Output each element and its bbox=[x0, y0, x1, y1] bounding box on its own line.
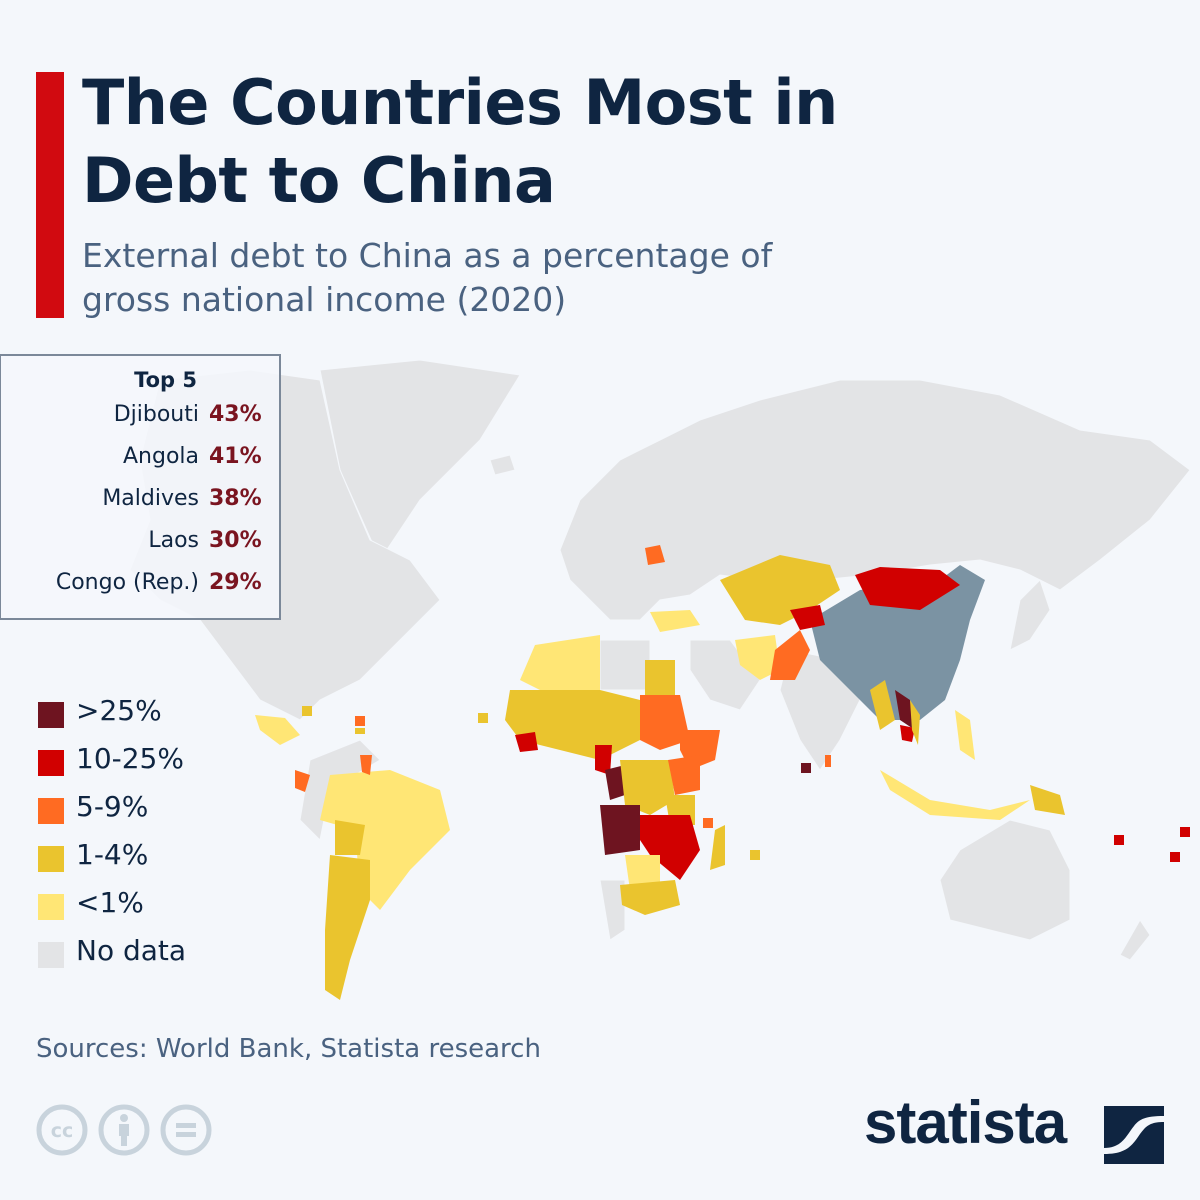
top5-value: 30% bbox=[209, 528, 262, 553]
top5-row: Congo (Rep.) 29% bbox=[56, 570, 265, 595]
top5-box: Top 5 Djibouti 43% Angola 41% Maldives 38% … bbox=[0, 354, 281, 620]
attribution-icon[interactable] bbox=[98, 1104, 150, 1156]
page-title: The Countries Most in Debt to China bbox=[82, 66, 838, 217]
top5-country: Djibouti bbox=[113, 402, 199, 427]
top5-country: Angola bbox=[122, 444, 199, 469]
world-map bbox=[129, 359, 1191, 1000]
svg-text:cc: cc bbox=[51, 1120, 74, 1142]
top5-row: Maldives 38% bbox=[102, 486, 265, 511]
legend-label: 1-4% bbox=[76, 838, 149, 871]
legend-label: <1% bbox=[76, 886, 144, 919]
legend-swatch bbox=[38, 750, 64, 776]
legend-swatch bbox=[38, 798, 64, 824]
legend-item: No data bbox=[36, 934, 256, 968]
top5-country: Maldives bbox=[102, 486, 199, 511]
cc-icon[interactable]: cc bbox=[36, 1104, 88, 1156]
no-derivatives-icon[interactable] bbox=[160, 1104, 212, 1156]
top5-country: Laos bbox=[148, 528, 199, 553]
legend-item: >25% bbox=[36, 694, 256, 728]
top5-row: Djibouti 43% bbox=[114, 402, 265, 427]
legend-label: 10-25% bbox=[76, 742, 184, 775]
legend-swatch bbox=[38, 942, 64, 968]
legend-item: 1-4% bbox=[36, 838, 256, 872]
top5-value: 43% bbox=[209, 402, 262, 427]
top5-row: Angola 41% bbox=[123, 444, 265, 469]
statista-logo-icon bbox=[1104, 1106, 1164, 1164]
legend-item: 5-9% bbox=[36, 790, 256, 824]
top5-row: Laos 30% bbox=[148, 528, 265, 553]
source-text: Sources: World Bank, Statista research bbox=[36, 1034, 541, 1064]
top5-country: Congo (Rep.) bbox=[55, 570, 199, 595]
legend-swatch bbox=[38, 846, 64, 872]
top5-value: 38% bbox=[209, 486, 262, 511]
legend-item: <1% bbox=[36, 886, 256, 920]
top5-value: 41% bbox=[209, 444, 262, 469]
legend-item: 10-25% bbox=[36, 742, 256, 776]
logo-text: statista bbox=[864, 1089, 1067, 1156]
top5-title: Top 5 bbox=[134, 368, 197, 392]
page-subtitle: External debt to China as a percentage o… bbox=[82, 236, 773, 319]
legend-label: >25% bbox=[76, 694, 162, 727]
legend-swatch bbox=[38, 894, 64, 920]
legend-label: No data bbox=[76, 934, 187, 967]
legend-swatch bbox=[38, 702, 64, 728]
title-accent-bar bbox=[36, 72, 64, 318]
top5-value: 29% bbox=[209, 570, 262, 595]
legend-label: 5-9% bbox=[76, 790, 149, 823]
